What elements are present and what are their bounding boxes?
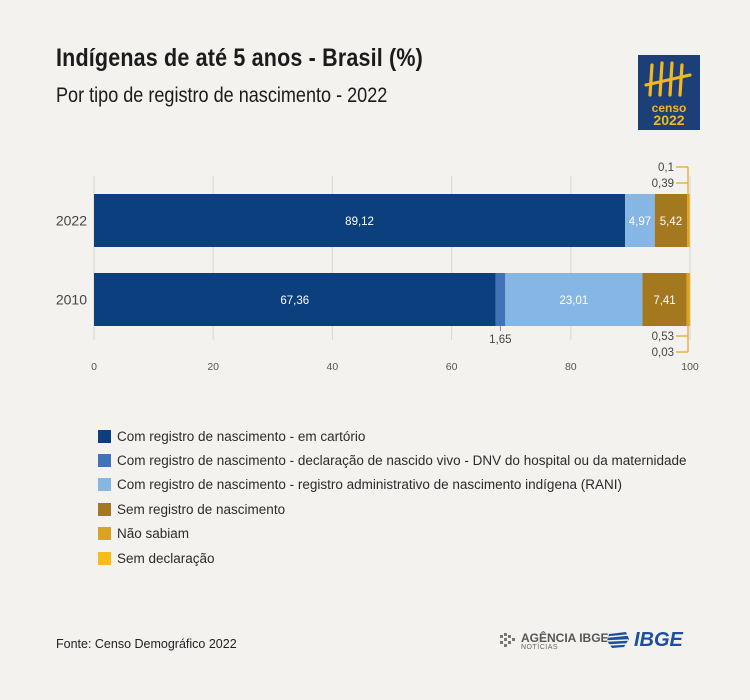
- censo-2022-logo: censo 2022: [638, 55, 700, 130]
- data-label: 23,01: [559, 295, 588, 307]
- bar-segment: [689, 194, 691, 247]
- legend-item: Sem registro de nascimento: [98, 497, 687, 521]
- bar-segment: [654, 194, 688, 247]
- legend-swatch: [98, 502, 111, 516]
- legend-swatch: [98, 527, 111, 541]
- legend-swatch: [98, 478, 111, 492]
- x-tick-label: 100: [681, 361, 699, 373]
- legend-item: Sem declaração: [98, 546, 687, 570]
- ibge-logo: IBGE: [606, 627, 683, 653]
- data-label: 67,36: [280, 295, 309, 307]
- chart-title: Indígenas de até 5 anos - Brasil (%): [56, 44, 424, 72]
- agencia-ibge-logo: AGÊNCIA IBGE NOTÍCIAS: [498, 628, 609, 654]
- category-label: 2010: [56, 292, 87, 308]
- legend-item: Com registro de nascimento - em cartório: [98, 424, 687, 448]
- bar-segment: [686, 273, 690, 326]
- legend-item: Não sabiam: [98, 522, 687, 546]
- agencia-label: AGÊNCIA IBGE: [521, 630, 609, 645]
- source-note: Fonte: Censo Demográfico 2022: [56, 637, 237, 651]
- legend-swatch: [98, 454, 111, 468]
- ibge-label: IBGE: [634, 628, 683, 651]
- bar-segment: [689, 273, 691, 326]
- x-tick-label: 20: [207, 361, 219, 373]
- bar-segment: [94, 273, 496, 326]
- legend-label: Com registro de nascimento - em cartório: [117, 428, 366, 444]
- legend-swatch: [98, 551, 111, 565]
- noticias-label: NOTÍCIAS: [521, 643, 559, 651]
- bar-segment: [505, 273, 643, 326]
- chart-subtitle: Por tipo de registro de nascimento - 202…: [56, 84, 388, 107]
- bar-segment: [625, 194, 655, 247]
- data-label: 7,41: [653, 295, 675, 307]
- logo-line1: censo: [651, 101, 687, 115]
- x-tick-label: 40: [327, 361, 339, 373]
- callout-label: 1,65: [489, 334, 511, 346]
- bar-segment: [94, 194, 626, 247]
- legend-label: Não sabiam: [117, 526, 190, 542]
- legend-label: Com registro de nascimento - registro ad…: [117, 477, 622, 493]
- bar-segment: [687, 194, 690, 247]
- ibge-map-icon: [606, 632, 629, 648]
- bar-segment: [495, 273, 506, 326]
- category-label: 2022: [56, 213, 87, 229]
- callout-label: 0,03: [652, 347, 674, 359]
- legend-label: Sem declaração: [117, 550, 215, 566]
- x-tick-label: 80: [565, 361, 577, 373]
- legend-item: Com registro de nascimento - registro ad…: [98, 473, 687, 497]
- callout-label: 0,39: [652, 178, 674, 190]
- tally-marks-icon: [644, 61, 692, 97]
- logo-line2: 2022: [653, 112, 685, 128]
- legend-label: Sem registro de nascimento: [117, 501, 286, 517]
- stacked-bar-chart: 0 20 40 60 80 100 2022 89,12 4,97 5,42 2010 67,36 23…: [56, 162, 699, 373]
- x-tick-label: 60: [446, 361, 458, 373]
- legend-item: Com registro de nascimento - declaração …: [98, 448, 687, 472]
- data-label: 89,12: [345, 216, 374, 228]
- x-tick-label: 0: [91, 361, 97, 373]
- legend-label: Com registro de nascimento - declaração …: [117, 453, 687, 469]
- data-label: 4,97: [629, 216, 651, 228]
- agencia-icon: [500, 633, 515, 647]
- legend-swatch: [98, 429, 111, 443]
- callout-label: 0,1: [658, 162, 674, 174]
- data-label: 5,42: [660, 216, 682, 228]
- chart-legend: Com registro de nascimento - em cartório…: [98, 424, 687, 570]
- bar-segment: [642, 273, 687, 326]
- callout-label: 0,53: [652, 331, 674, 343]
